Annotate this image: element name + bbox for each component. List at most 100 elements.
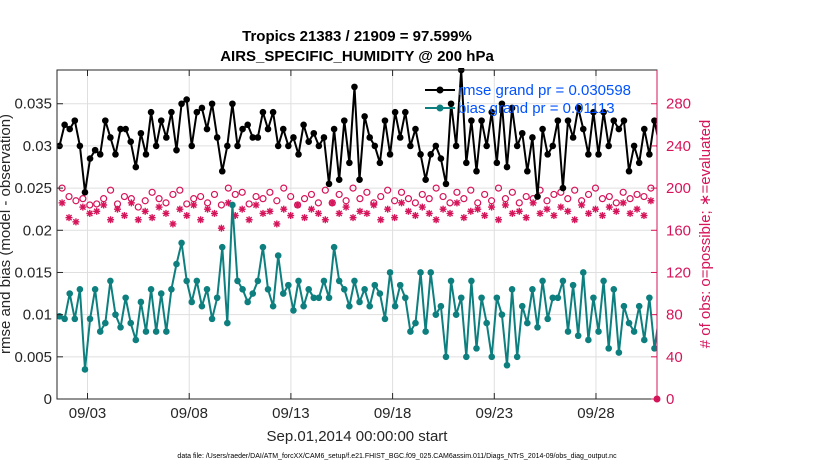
bias-point: [152, 328, 160, 335]
obs-evaluated-stroke: [363, 210, 370, 217]
plot-area: [57, 68, 661, 403]
rmse-point: [218, 167, 226, 175]
bias-point: [274, 252, 282, 259]
bias-point: [473, 345, 480, 352]
obs-evaluated-marker: [197, 216, 205, 224]
obs-evaluated-marker: [86, 209, 94, 217]
obs-evaluated-marker: [301, 214, 309, 222]
bias-point: [163, 328, 170, 335]
bias-point: [590, 294, 597, 302]
rmse-point: [198, 104, 206, 112]
obs-evaluated-stroke: [405, 208, 412, 215]
obs-evaluated-marker: [141, 207, 149, 215]
bias-point: [208, 315, 216, 323]
obs-possible-marker: [633, 190, 641, 199]
obs-evaluated-stroke: [647, 197, 654, 204]
obs-evaluated-stroke: [613, 208, 620, 215]
bias-point: [330, 243, 338, 251]
bias-point: [279, 290, 287, 297]
obs-evaluated-stroke: [356, 208, 364, 215]
obs-evaluated-marker: [585, 209, 593, 217]
y-tick-label: 0.02: [23, 222, 52, 239]
obs-evaluated-stroke: [259, 210, 267, 217]
y-axis-left: 0 0.005 0.01 0.015 0.02 0.025 0.03 0.035: [14, 96, 63, 408]
obs-possible-marker: [564, 195, 572, 203]
rmse-point: [127, 138, 135, 146]
obs-possible-marker: [425, 195, 433, 203]
bias-point: [422, 328, 429, 335]
bias-point: [61, 315, 68, 323]
x-tick-label: 09/08: [170, 405, 208, 422]
obs-possible-marker: [155, 195, 163, 203]
obs-evaluated-stroke: [343, 203, 350, 211]
rmse-point: [529, 134, 536, 141]
obs-evaluated-stroke: [419, 203, 426, 211]
obs-possible-marker: [439, 192, 447, 201]
obs-possible-marker: [377, 192, 385, 201]
obs-possible-marker: [273, 197, 281, 205]
rmse-point: [640, 125, 648, 133]
obs-evaluated-stroke: [266, 208, 273, 215]
obs-evaluated-stroke: [620, 199, 627, 206]
rmse-point: [315, 142, 323, 150]
obs-evaluated-marker: [640, 212, 648, 220]
obs-evaluated-marker: [321, 216, 329, 224]
obs-evaluated-marker: [356, 207, 364, 215]
obs-possible-marker: [252, 192, 260, 201]
obs-evaluated-stroke: [287, 212, 294, 219]
obs-possible-marker: [584, 190, 593, 199]
rmse-point: [488, 108, 496, 116]
rmse-point: [559, 184, 567, 192]
bias-point: [457, 294, 465, 302]
rmse-point: [447, 100, 455, 108]
y2-tick-label: 80: [666, 307, 683, 324]
rmse-point: [432, 142, 440, 150]
rmse-point: [493, 159, 501, 167]
rmse-point: [427, 151, 435, 158]
bias-point: [559, 277, 567, 285]
rmse-point: [554, 117, 562, 124]
obs-evaluated-stroke: [557, 203, 564, 211]
rmse-point: [213, 134, 221, 141]
y-axis-right: 0 40 80 120 160 200 240 280: [651, 70, 691, 408]
x-axis: 09/03 09/08 09/13 09/18 09/23 09/28: [69, 70, 615, 422]
data-layer: [57, 68, 657, 373]
rmse-point: [274, 142, 282, 150]
rmse-point: [630, 142, 638, 150]
y2-tick-label: 200: [666, 180, 691, 197]
rmse-point: [76, 142, 84, 150]
rmse-point: [330, 125, 338, 133]
y2-tick-label: 280: [666, 96, 691, 113]
obs-evaluated-marker: [245, 216, 253, 224]
rmse-point: [391, 108, 399, 116]
rmse-point: [81, 189, 89, 196]
obs-evaluated-marker: [453, 199, 461, 207]
obs-evaluated-marker: [127, 199, 135, 207]
rmse-point: [203, 125, 211, 133]
bias-point: [259, 243, 267, 251]
bias-point: [605, 345, 612, 352]
y-tick-label: 0.005: [14, 349, 52, 366]
rmse-point: [381, 117, 389, 124]
bias-point: [346, 302, 353, 310]
rmse-point: [396, 134, 404, 141]
obs-evaluated-marker: [169, 220, 177, 228]
y2-tick-label: 240: [666, 138, 691, 155]
bias-point: [447, 277, 455, 285]
rmse-point: [361, 113, 368, 120]
rmse-point: [335, 176, 343, 183]
obs-evaluated-marker: [508, 209, 516, 217]
obs-evaluated-stroke: [599, 212, 606, 219]
bias-point: [269, 302, 277, 310]
bias-point: [549, 294, 557, 302]
obs-evaluated-stroke: [308, 206, 315, 213]
rmse-point: [585, 151, 592, 158]
obs-possible-marker: [432, 184, 440, 192]
obs-evaluated-stroke: [377, 216, 384, 223]
obs-possible-marker: [79, 195, 87, 203]
bias-point: [493, 294, 501, 302]
x-tick-label: 09/28: [577, 405, 615, 422]
y-tick-label: 0.025: [14, 180, 52, 197]
obs-possible-marker: [349, 184, 357, 192]
